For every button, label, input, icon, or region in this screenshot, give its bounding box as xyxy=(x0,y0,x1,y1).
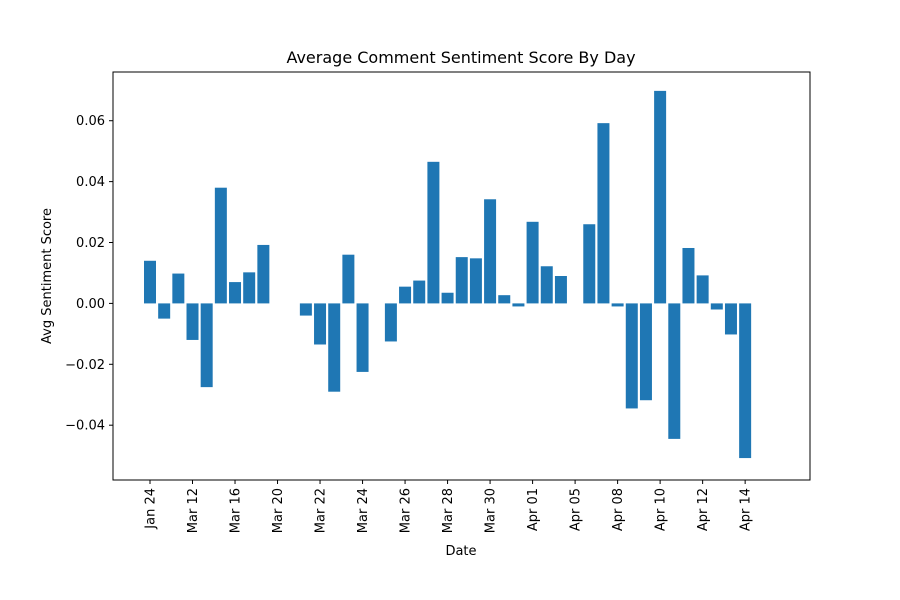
x-tick-label: Mar 12 xyxy=(186,488,201,533)
x-tick-label: Apr 12 xyxy=(696,488,711,531)
bar xyxy=(186,303,199,340)
x-tick-label: Apr 01 xyxy=(526,488,541,531)
chart-title: Average Comment Sentiment Score By Day xyxy=(286,48,635,67)
x-tick-label: Apr 14 xyxy=(739,488,754,531)
bar xyxy=(526,221,539,304)
bar xyxy=(384,303,397,342)
bar xyxy=(342,254,355,304)
bar xyxy=(441,292,454,304)
x-tick-label: Apr 05 xyxy=(569,488,584,531)
bars-group xyxy=(144,90,752,459)
x-tick-label: Mar 20 xyxy=(271,488,286,533)
bar xyxy=(200,303,213,388)
bar xyxy=(696,275,709,304)
bar xyxy=(583,224,596,304)
y-tick-label: −0.02 xyxy=(65,358,105,373)
bar xyxy=(144,260,156,304)
bar xyxy=(328,303,341,392)
bar xyxy=(243,272,256,304)
bar xyxy=(724,303,737,335)
bar xyxy=(739,303,752,459)
y-axis: −0.04 −0.02 0.00 0.02 0.04 0.06 xyxy=(65,114,113,434)
bar xyxy=(399,286,412,304)
bar xyxy=(314,303,327,345)
x-tick-label: Mar 22 xyxy=(314,488,329,533)
x-tick-label: Mar 24 xyxy=(356,488,371,533)
bar xyxy=(469,258,482,304)
bar xyxy=(413,280,426,304)
bar xyxy=(214,187,227,304)
bar xyxy=(611,303,624,307)
x-axis-label: Date xyxy=(445,544,476,559)
bar xyxy=(668,303,681,439)
bar xyxy=(654,90,667,304)
y-tick-label: 0.02 xyxy=(76,236,105,251)
bar xyxy=(356,303,369,372)
bar xyxy=(540,266,553,304)
bar xyxy=(158,303,171,319)
y-tick-label: 0.00 xyxy=(76,297,105,312)
x-tick-label: Apr 08 xyxy=(611,488,626,531)
bar xyxy=(498,295,511,304)
x-tick-label: Mar 30 xyxy=(484,488,499,533)
bar xyxy=(639,303,652,401)
plot-frame xyxy=(112,71,811,481)
bar xyxy=(257,244,270,304)
bar xyxy=(229,282,242,304)
bar xyxy=(512,303,525,307)
bar xyxy=(484,199,497,304)
x-tick-label: Mar 26 xyxy=(399,488,414,533)
bar xyxy=(625,303,638,409)
bar xyxy=(299,303,312,316)
y-tick-label: 0.04 xyxy=(76,175,105,190)
bar xyxy=(597,123,610,304)
x-axis: Jan 24 Mar 12 Mar 16 Mar 20 Mar 22 Mar 24 Mar … xyxy=(144,480,754,533)
bar xyxy=(455,257,468,304)
bar xyxy=(427,161,440,304)
bar xyxy=(554,276,567,304)
x-tick-label: Mar 28 xyxy=(441,488,456,533)
x-tick-label: Apr 10 xyxy=(654,488,669,531)
x-tick-label: Jan 24 xyxy=(144,488,159,530)
bar xyxy=(172,273,185,304)
x-tick-label: Mar 16 xyxy=(229,488,244,533)
bar xyxy=(710,303,723,310)
y-tick-label: 0.06 xyxy=(76,114,105,129)
y-axis-label: Avg Sentiment Score xyxy=(40,208,55,344)
y-tick-label: −0.04 xyxy=(65,419,105,434)
bar xyxy=(682,247,695,304)
